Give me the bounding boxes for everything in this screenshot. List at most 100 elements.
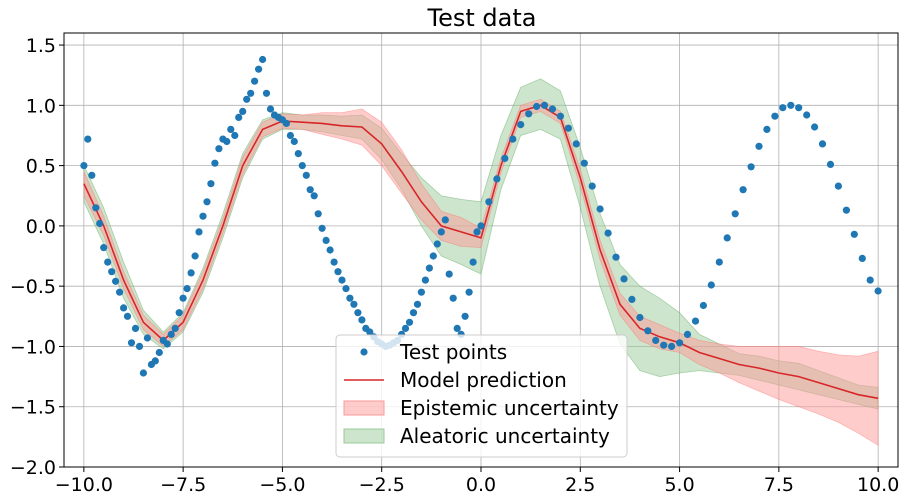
test-point: [286, 131, 294, 140]
legend-patch-swatch: [343, 428, 385, 444]
legend-label: Model prediction: [400, 368, 567, 392]
test-point: [556, 112, 565, 120]
test-point: [318, 224, 326, 232]
test-point: [116, 288, 124, 296]
test-point: [473, 228, 481, 236]
chart-title: Test data: [427, 4, 537, 32]
test-point: [803, 111, 811, 119]
test-point: [501, 154, 509, 162]
test-point: [120, 304, 128, 312]
test-point: [409, 309, 418, 317]
test-point: [342, 285, 350, 293]
test-point: [834, 182, 843, 190]
test-point: [346, 294, 354, 302]
test-point: [668, 342, 676, 350]
test-point: [644, 327, 652, 335]
test-point: [421, 276, 429, 284]
x-tick-label: −7.5: [160, 474, 206, 496]
y-tick-label: −0.5: [10, 276, 56, 298]
test-point: [175, 309, 183, 317]
test-point: [179, 294, 187, 302]
test-point: [437, 228, 445, 236]
test-point: [858, 254, 866, 262]
test-point: [183, 285, 191, 293]
x-tick-label: 2.5: [565, 474, 595, 496]
test-point: [795, 104, 803, 112]
y-tick-label: 0.5: [26, 156, 56, 178]
test-point: [151, 357, 159, 365]
legend: Test points Model prediction Epistemic unc…: [335, 334, 628, 458]
x-tick-label: −2.5: [359, 474, 405, 496]
test-point: [167, 330, 175, 338]
test-point: [636, 313, 644, 322]
test-point: [187, 269, 195, 277]
test-point: [485, 198, 493, 206]
test-point: [199, 212, 207, 220]
test-point: [243, 95, 251, 103]
test-point: [874, 287, 882, 295]
test-point: [493, 175, 501, 183]
test-point: [338, 276, 346, 284]
test-point: [239, 107, 247, 115]
legend-patch-swatch: [343, 400, 385, 416]
test-point: [227, 125, 235, 133]
test-point: [80, 162, 88, 170]
test-point: [191, 252, 199, 260]
test-point: [100, 244, 108, 252]
test-point: [842, 206, 851, 214]
test-point: [84, 135, 92, 143]
x-tick-label: −5.0: [259, 474, 305, 496]
test-point: [509, 135, 517, 143]
test-point: [465, 288, 473, 296]
test-point: [171, 324, 179, 332]
test-point: [652, 336, 660, 344]
test-point: [453, 324, 461, 332]
test-point: [366, 328, 374, 336]
test-point: [259, 55, 267, 64]
test-point: [739, 186, 747, 194]
test-point: [699, 301, 708, 310]
test-point: [747, 163, 755, 171]
test-point: [96, 219, 104, 228]
test-point: [763, 125, 771, 133]
test-point: [429, 252, 437, 260]
test-point: [413, 300, 422, 308]
test-point: [445, 270, 453, 278]
test-point: [580, 159, 588, 167]
test-point: [533, 102, 541, 111]
test-point: [548, 105, 557, 113]
test-point: [354, 309, 362, 317]
test-point: [314, 210, 322, 218]
test-point: [135, 342, 144, 350]
test-point: [628, 295, 636, 303]
test-point: [262, 89, 271, 97]
test-point: [123, 312, 132, 320]
test-point: [223, 137, 231, 146]
x-tick-label: 0.0: [466, 474, 496, 496]
test-point: [469, 258, 477, 266]
test-point: [266, 105, 275, 113]
legend-label: Test points: [399, 340, 507, 364]
test-point: [127, 339, 136, 347]
test-point: [207, 180, 215, 188]
test-point: [255, 65, 263, 73]
test-point: [771, 112, 779, 120]
prediction-line-layer: [83, 104, 879, 400]
test-point: [441, 216, 449, 224]
x-axis-ticks: −10.0 −7.5 −5.0 −2.5 0.0 2.5 5.0 7.5 10.0: [55, 467, 899, 496]
test-point: [612, 253, 620, 261]
test-point: [525, 110, 533, 118]
epistemic-band-layer: [83, 98, 879, 447]
test-point: [163, 340, 171, 348]
y-tick-label: 0.0: [26, 216, 56, 238]
model-prediction-line: [83, 104, 879, 400]
y-tick-label: 1.0: [26, 95, 56, 117]
test-point: [211, 159, 219, 167]
test-point: [660, 341, 668, 349]
test-point: [92, 204, 100, 212]
test-point: [517, 121, 525, 129]
legend-marker-swatch: [360, 348, 368, 356]
test-point: [251, 77, 259, 85]
x-tick-label: 10.0: [857, 474, 899, 496]
